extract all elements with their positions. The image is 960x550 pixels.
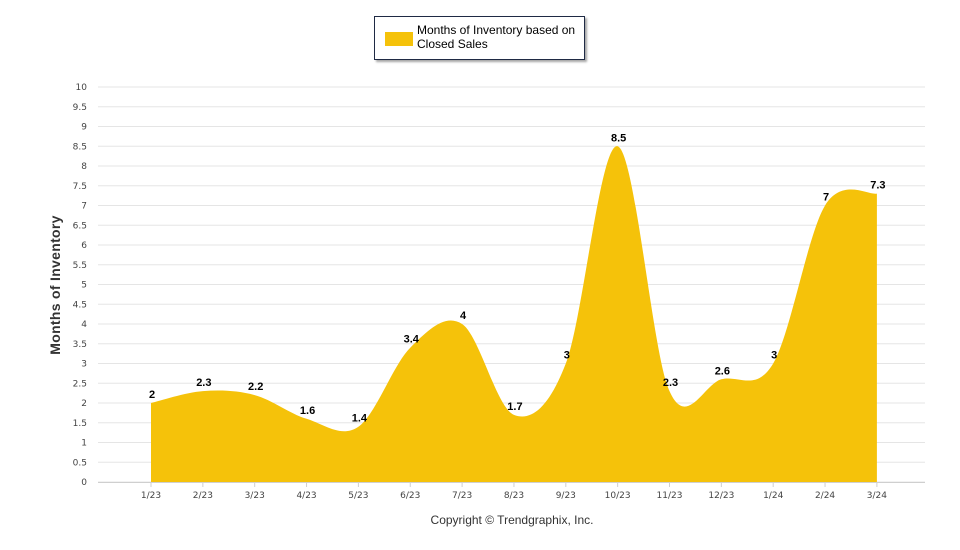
copyright-text: Copyright © Trendgraphix, Inc.: [430, 513, 594, 527]
data-label: 3: [564, 350, 570, 362]
data-label: 7: [823, 192, 829, 204]
y-tick-label: 8.5: [73, 142, 87, 152]
y-tick-label: 5: [81, 281, 87, 291]
y-tick-label: 1.5: [73, 419, 87, 429]
x-tick-label: 8/23: [504, 491, 524, 501]
data-label: 2.3: [663, 377, 678, 389]
y-tick-label: 0.5: [73, 458, 87, 468]
y-tick-label: 2: [81, 399, 87, 409]
y-tick-label: 1: [81, 439, 87, 449]
area-series: [151, 146, 877, 483]
x-tick-label: 12/23: [708, 491, 734, 501]
x-tick-label: 5/23: [348, 491, 368, 501]
x-tick-label: 2/24: [815, 491, 835, 501]
data-label: 7.3: [870, 180, 885, 192]
y-tick-label: 6: [81, 241, 87, 251]
legend-label: Months of Inventory based on Closed Sale…: [417, 23, 576, 51]
data-label: 3.4: [404, 334, 420, 346]
legend-swatch: [385, 32, 413, 46]
y-tick-label: 5.5: [73, 261, 87, 271]
chart-legend: Months of Inventory based on Closed Sale…: [374, 16, 585, 60]
data-label: 1.7: [507, 401, 522, 413]
data-label: 2: [149, 389, 155, 401]
y-tick-label: 7.5: [73, 182, 87, 192]
x-tick-label: 7/23: [452, 491, 472, 501]
x-tick-label: 2/23: [193, 491, 213, 501]
x-tick-label: 4/23: [296, 491, 316, 501]
data-label: 8.5: [611, 132, 626, 144]
data-label: 3: [771, 350, 777, 362]
x-tick-label: 9/23: [556, 491, 576, 501]
data-label: 2.3: [196, 377, 211, 389]
y-tick-label: 9: [81, 123, 87, 133]
x-tick-label: 11/23: [657, 491, 683, 501]
y-tick-label: 6.5: [73, 221, 87, 231]
x-tick-label: 3/24: [867, 491, 887, 501]
data-label: 4: [460, 310, 467, 322]
data-label: 2.6: [715, 365, 730, 377]
x-tick-label: 3/23: [245, 491, 265, 501]
x-tick-label: 1/23: [141, 491, 161, 501]
y-tick-label: 3: [81, 360, 87, 370]
y-tick-label: 8: [81, 162, 87, 172]
y-tick-label: 10: [76, 83, 88, 93]
y-tick-label: 3.5: [73, 340, 87, 350]
x-tick-label: 6/23: [400, 491, 420, 501]
y-tick-label: 0: [81, 478, 87, 488]
y-tick-label: 9.5: [73, 103, 87, 113]
data-label: 1.6: [300, 405, 315, 417]
y-tick-label: 4.5: [73, 300, 87, 310]
x-tick-label: 1/24: [763, 491, 783, 501]
data-label: 1.4: [352, 413, 368, 425]
y-tick-label: 7: [81, 202, 87, 212]
data-label: 2.2: [248, 381, 263, 393]
y-tick-label: 4: [81, 320, 87, 330]
y-tick-label: 2.5: [73, 379, 87, 389]
x-tick-label: 10/23: [605, 491, 631, 501]
